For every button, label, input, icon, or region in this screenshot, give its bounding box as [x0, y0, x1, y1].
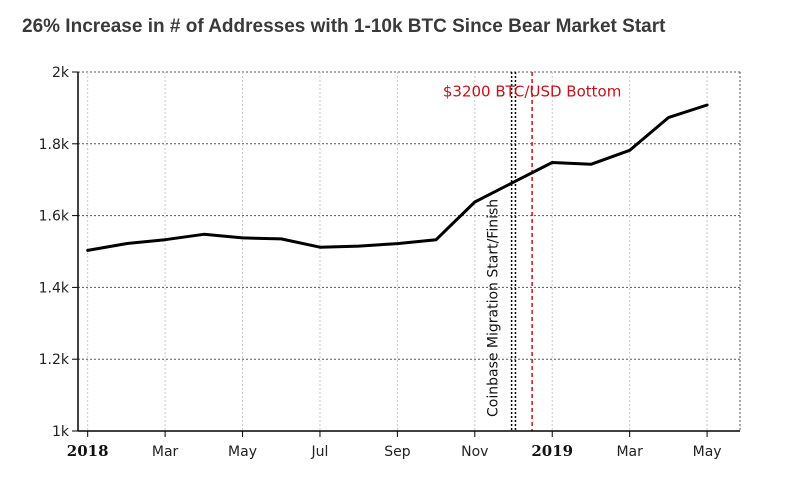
- annotation-lines: [510, 72, 533, 431]
- coinbase-migration-label: Coinbase Migration Start/Finish: [486, 199, 502, 417]
- x-tick-label: May: [228, 444, 257, 460]
- x-tick-label: Sep: [384, 444, 411, 460]
- y-tick-label: 2k: [52, 65, 70, 81]
- x-tick-label: Nov: [461, 444, 488, 460]
- y-tick-label: 1k: [52, 424, 70, 440]
- x-tick-label: 2019: [531, 442, 573, 460]
- chart-title: 26% Increase in # of Addresses with 1-10…: [22, 16, 666, 37]
- y-tick-label: 1.2k: [39, 352, 70, 368]
- y-tick-label: 1.6k: [39, 209, 70, 225]
- y-tick-label: 1.4k: [39, 280, 70, 296]
- x-tick-label: Jul: [311, 444, 329, 460]
- axis-labels: 1k 1.2k 1.4k 1.6k 1.8k 2k 2018 Mar May Jul Sep Nov 2…: [39, 65, 722, 460]
- data-series: [86, 103, 709, 252]
- x-tick-label: Mar: [616, 444, 643, 460]
- annotation-texts: $3200 BTC/USD Bottom Coinbase Migration S…: [443, 83, 621, 417]
- grid-lines: [78, 71, 740, 432]
- y-tick-label: 1.8k: [39, 137, 70, 153]
- series-line: [86, 103, 709, 252]
- x-tick-label: Mar: [152, 444, 179, 460]
- x-tick-label: 2018: [67, 442, 109, 460]
- axes: [72, 71, 741, 437]
- x-tick-label: May: [693, 444, 722, 460]
- btc-bottom-label: $3200 BTC/USD Bottom: [443, 83, 621, 101]
